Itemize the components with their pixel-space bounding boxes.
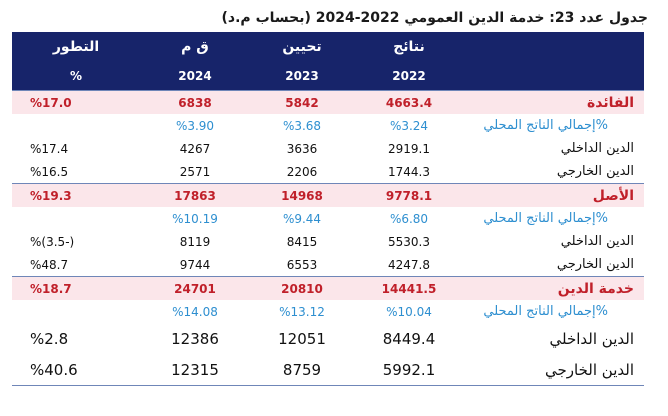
table-row: الدين الداخلي 8449.4 12051 12386 %2.8 xyxy=(12,323,644,354)
table-row: %إجمالي الناتج المحلي %10.04 %13.12 %14.08 xyxy=(12,300,644,323)
table-row: الدين الداخلي 2919.1 3636 4267 %17.4 xyxy=(12,137,644,160)
table-cell: 6838 xyxy=(140,90,250,114)
table-cell: 2571 xyxy=(179,164,211,179)
table-cell: 20810 xyxy=(250,276,354,300)
table-cell: 5530.3 xyxy=(388,234,430,249)
table-cell: %10.19 xyxy=(172,211,218,226)
section-row: الأصل 9778.1 14968 17863 %19.3 xyxy=(12,183,644,207)
table-row: الدين الخارجي 5992.1 8759 12315 %40.6 xyxy=(12,354,644,386)
table-row: %إجمالي الناتج المحلي %3.24 %3.68 %3.90 xyxy=(12,114,644,137)
table-cell: 14441.5 xyxy=(354,276,464,300)
table-cell: 12051 xyxy=(278,329,326,348)
row-label: الدين الخارجي xyxy=(545,360,634,379)
table-cell: 9778.1 xyxy=(354,183,464,207)
header-year-2023: 2023 xyxy=(250,61,354,91)
table-cell: 4247.8 xyxy=(388,257,430,272)
row-label: الفائدة xyxy=(464,90,644,114)
table-row: الدين الخارجي 1744.3 2206 2571 %16.5 xyxy=(12,160,644,184)
section-row: خدمة الدين 14441.5 20810 24701 %18.7 xyxy=(12,276,644,300)
table-title: جدول عدد 23: خدمة الدين العمومي 2022-202… xyxy=(221,10,648,26)
table-cell: 12386 xyxy=(171,329,219,348)
row-label: الدين الداخلي xyxy=(560,141,634,156)
table-cell xyxy=(12,114,140,137)
table-cell: %14.08 xyxy=(172,304,218,319)
header-cell-budget: ق م xyxy=(140,32,250,61)
table-cell: %18.7 xyxy=(12,276,140,300)
table-cell: 8759 xyxy=(282,360,322,379)
header-percent: % xyxy=(12,61,140,91)
section-row: الفائدة 4663.4 5842 6838 %17.0 xyxy=(12,90,644,114)
table-cell: %6.80 xyxy=(389,211,429,226)
row-label: الأصل xyxy=(464,183,644,207)
header-cell xyxy=(464,61,644,91)
header-row-years: 2022 2023 2024 % xyxy=(12,61,644,91)
table-cell: 5992.1 xyxy=(382,360,436,379)
table-cell: %17.0 xyxy=(12,90,140,114)
table-cell: 1744.3 xyxy=(388,164,430,179)
header-year-2022: 2022 xyxy=(354,61,464,91)
header-cell-results: نتائج xyxy=(354,32,464,61)
table-cell: (-3.5)% xyxy=(30,234,75,249)
table-cell: 3636 xyxy=(286,141,318,156)
debt-service-table: نتائج تحيين ق م التطور 2022 2023 2024 % … xyxy=(12,32,644,386)
row-label: الدين الخارجي xyxy=(556,164,634,179)
table-cell: %3.24 xyxy=(389,118,429,133)
row-label: الدين الداخلي xyxy=(549,329,635,348)
table-cell: %10.04 xyxy=(386,304,432,319)
table-cell: %9.44 xyxy=(282,211,322,226)
table-cell: %3.68 xyxy=(282,118,322,133)
header-cell-update: تحيين xyxy=(250,32,354,61)
table-cell: 17863 xyxy=(140,183,250,207)
header-cell-change: التطور xyxy=(12,32,140,61)
table-cell: 2919.1 xyxy=(388,141,430,156)
table-cell: %40.6 xyxy=(30,360,78,379)
table-cell: 8415 xyxy=(286,234,318,249)
table-cell: %3.90 xyxy=(175,118,215,133)
table-cell: %2.8 xyxy=(30,329,69,348)
table-cell xyxy=(12,300,140,323)
table-row: الدين الخارجي 4247.8 6553 9744 %48.7 xyxy=(12,253,644,277)
table-cell: 24701 xyxy=(140,276,250,300)
row-label: الدين الداخلي xyxy=(560,234,634,249)
table-cell: 14968 xyxy=(250,183,354,207)
table-cell: 6553 xyxy=(286,257,318,272)
table-cell xyxy=(12,207,140,230)
table-cell: %16.5 xyxy=(30,164,69,179)
table-cell: 8449.4 xyxy=(382,329,436,348)
table-cell: %19.3 xyxy=(12,183,140,207)
table-cell: 12315 xyxy=(171,360,219,379)
row-label: %إجمالي الناتج المحلي xyxy=(483,118,608,133)
table-row: الدين الداخلي 5530.3 8415 8119 (-3.5)% xyxy=(12,230,644,253)
table-cell: 2206 xyxy=(286,164,318,179)
row-label: %إجمالي الناتج المحلي xyxy=(483,304,608,319)
row-label: %إجمالي الناتج المحلي xyxy=(483,211,608,226)
header-cell xyxy=(464,32,644,61)
table-cell: 8119 xyxy=(179,234,211,249)
header-row-labels: نتائج تحيين ق م التطور xyxy=(12,32,644,61)
table-cell: %17.4 xyxy=(30,141,69,156)
table-cell: 9744 xyxy=(179,257,211,272)
table-cell: %48.7 xyxy=(30,257,69,272)
row-label: خدمة الدين xyxy=(464,276,644,300)
table-cell: %13.12 xyxy=(279,304,325,319)
header-year-2024: 2024 xyxy=(140,61,250,91)
table-row: %إجمالي الناتج المحلي %6.80 %9.44 %10.19 xyxy=(12,207,644,230)
table-cell: 4267 xyxy=(179,141,211,156)
row-label: الدين الخارجي xyxy=(556,257,634,272)
table-cell: 5842 xyxy=(250,90,354,114)
table-cell: 4663.4 xyxy=(354,90,464,114)
